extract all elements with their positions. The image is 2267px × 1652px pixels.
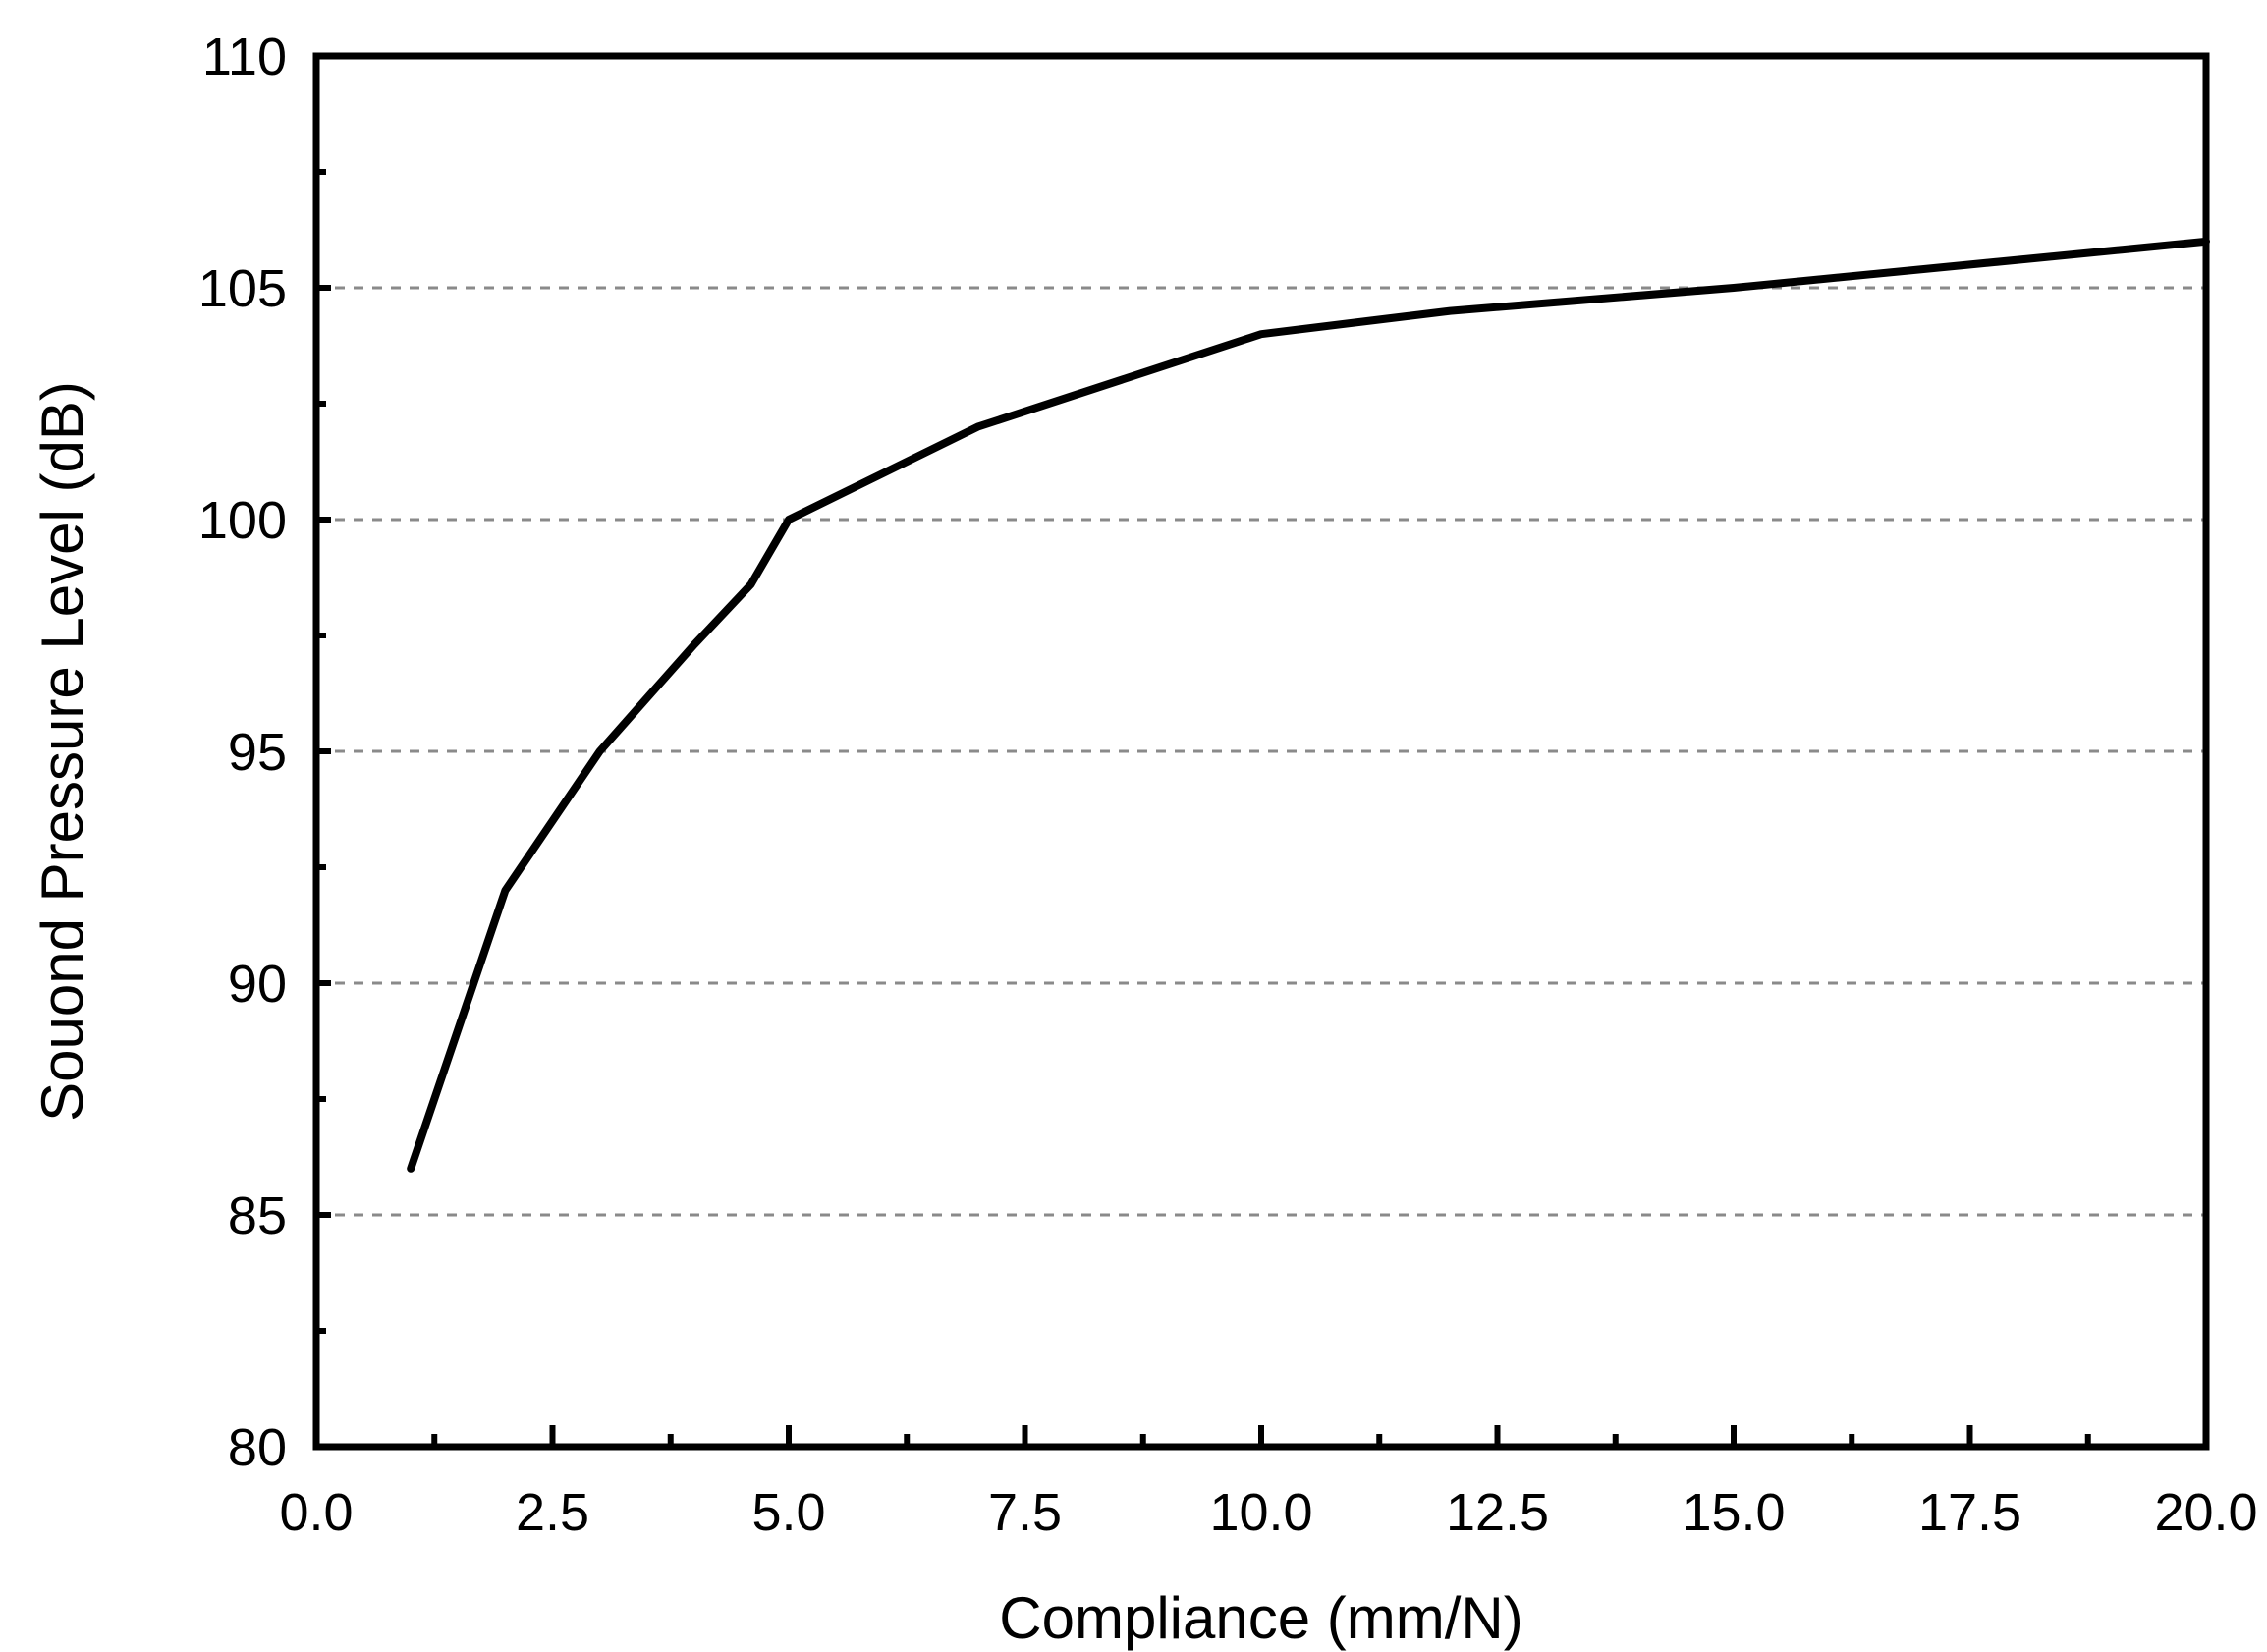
y-tick-label: 80 [228, 1418, 287, 1477]
y-tick-label: 105 [198, 259, 287, 318]
plot-frame [312, 52, 2210, 1451]
x-tick-label: 2.5 [516, 1483, 589, 1542]
x-tick-label: 5.0 [751, 1483, 825, 1542]
y-tick-labels: 80 85 90 95 100 105 110 [198, 28, 287, 1477]
x-tick-label: 20.0 [2154, 1483, 2257, 1542]
x-axis-title: Compliance (mm/N) [999, 1585, 1522, 1651]
y-tick-label: 100 [198, 491, 287, 550]
x-tick-label: 0.0 [279, 1483, 353, 1542]
gridlines [316, 286, 2206, 1217]
x-tick-label: 10.0 [1209, 1483, 1312, 1542]
x-tick-label: 12.5 [1446, 1483, 1549, 1542]
y-tick-label: 90 [228, 955, 287, 1014]
series-line-1 [407, 237, 2210, 1173]
y-tick-label: 110 [202, 28, 287, 86]
x-tick-label: 15.0 [1682, 1483, 1785, 1542]
y-axis-title: Souond Pressure Level (dB) [29, 381, 95, 1122]
x-tick-label: 17.5 [1918, 1483, 2021, 1542]
y-tick-label: 85 [228, 1186, 287, 1245]
x-tick-label: 7.5 [988, 1483, 1062, 1542]
y-tick-label: 95 [228, 723, 287, 782]
series-layer [407, 237, 2210, 1173]
x-tick-labels: 0.0 2.5 5.0 7.5 10.0 12.5 15.0 17.5 20.0 [279, 1483, 2257, 1542]
